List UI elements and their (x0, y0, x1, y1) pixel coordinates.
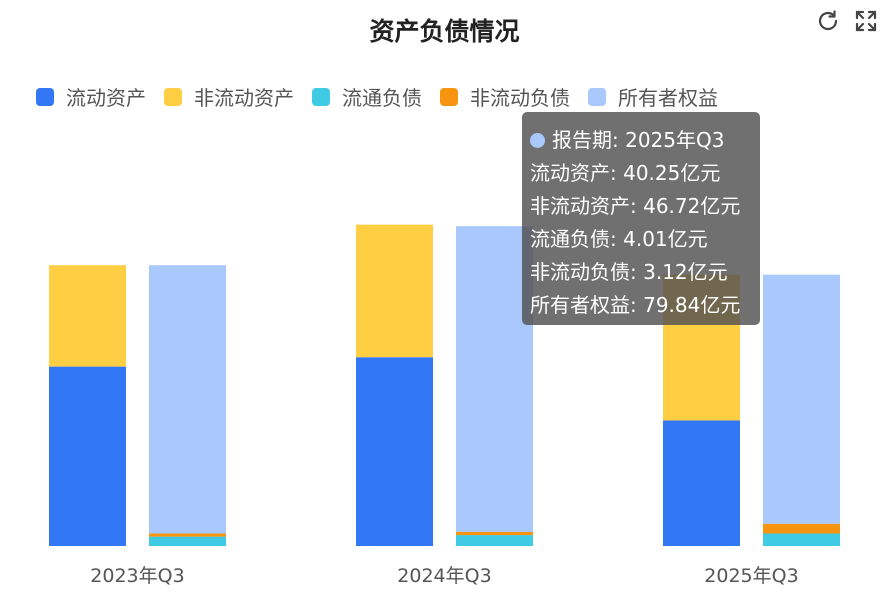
tooltip-row: 流动资产: 40.25亿元 (530, 161, 721, 185)
legend-item[interactable]: 非流动负债 (440, 82, 570, 111)
tooltip-row-value: 40.25亿元 (623, 161, 721, 185)
tooltip-row-label: 流动资产 (530, 161, 610, 185)
x-tick-label: 2023年Q3 (90, 565, 184, 587)
bar-segment[interactable] (763, 533, 840, 546)
tooltip-row-label: 所有者权益 (530, 293, 630, 317)
tooltip-header: 报告期: 2025年Q3 (530, 124, 760, 157)
legend-item[interactable]: 流动资产 (36, 82, 146, 111)
chart-title: 资产负债情况 (369, 17, 520, 46)
x-tick-label: 2025年Q3 (704, 565, 798, 587)
bar-segment[interactable] (456, 531, 533, 536)
legend-swatch (588, 87, 606, 106)
fullscreen-icon (855, 10, 877, 32)
legend-item[interactable]: 非流动资产 (164, 82, 294, 111)
legend-label: 所有者权益 (618, 86, 718, 110)
legend-item[interactable]: 所有者权益 (588, 82, 718, 111)
bar-segment[interactable] (149, 536, 226, 546)
refresh-icon (818, 10, 838, 31)
bar-segment[interactable] (763, 523, 840, 534)
tooltip-row: 非流动负债: 3.12亿元 (530, 260, 728, 284)
x-tick-label: 2024年Q3 (397, 565, 491, 587)
bar-segment[interactable] (663, 420, 740, 546)
legend-swatch (164, 87, 182, 106)
bar-segment[interactable] (763, 274, 840, 524)
chart-toolbar (815, 8, 879, 34)
tooltip-row-label: 非流动资产 (530, 194, 630, 218)
bar-segment[interactable] (149, 533, 226, 537)
legend-swatch (36, 87, 54, 106)
legend-swatch (440, 87, 458, 106)
tooltip-row-value: 79.84亿元 (643, 293, 741, 317)
tooltip-header-value: 2025年Q3 (625, 128, 725, 152)
bar-segment[interactable] (456, 535, 533, 546)
tooltip-row-value: 3.12亿元 (643, 260, 728, 284)
legend-label: 流通负债 (342, 86, 422, 110)
tooltip-row-value: 46.72亿元 (643, 194, 741, 218)
tooltip-dot-icon (530, 133, 545, 148)
bar-segment[interactable] (149, 265, 226, 534)
tooltip-row: 流通负债: 4.01亿元 (530, 227, 708, 251)
tooltip-row-label: 流通负债 (530, 227, 610, 251)
legend-label: 非流动负债 (470, 86, 570, 110)
tooltip-row: 所有者权益: 79.84亿元 (530, 293, 741, 317)
tooltip-row: 非流动资产: 46.72亿元 (530, 194, 741, 218)
bar-segment[interactable] (356, 224, 433, 358)
tooltip-row-value: 4.01亿元 (623, 227, 708, 251)
chart-tooltip: 报告期: 2025年Q3 流动资产: 40.25亿元 非流动资产: 46.72亿元… (522, 112, 760, 325)
bar-segment[interactable] (356, 357, 433, 546)
chart-legend: 流动资产 非流动资产 流通负债 非流动负债 所有者权益 (36, 82, 736, 111)
tooltip-row-label: 非流动负债 (530, 260, 630, 284)
bar-segment[interactable] (456, 226, 533, 532)
legend-label: 流动资产 (66, 86, 146, 110)
bar-segment[interactable] (49, 265, 126, 367)
tooltip-rows: 流动资产: 40.25亿元 非流动资产: 46.72亿元 流通负债: 4.01亿元非… (530, 157, 760, 322)
tooltip-header-label: 报告期 (552, 128, 612, 152)
legend-item[interactable]: 流通负债 (312, 82, 422, 111)
bar-segment[interactable] (49, 366, 126, 546)
legend-swatch (312, 87, 330, 106)
fullscreen-button[interactable] (853, 8, 879, 34)
refresh-button[interactable] (815, 8, 841, 34)
legend-label: 非流动资产 (194, 86, 294, 110)
